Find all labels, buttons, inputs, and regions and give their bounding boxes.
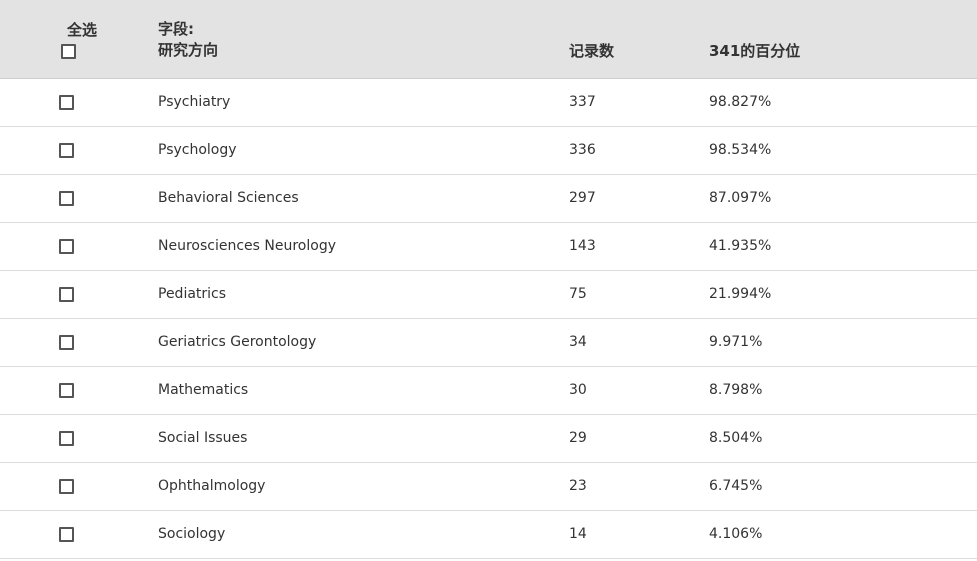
- row-percentage: 98.827%: [709, 94, 772, 110]
- row-record-count: 14: [569, 526, 587, 542]
- row-record-count: 297: [569, 190, 596, 206]
- checkbox-icon[interactable]: [59, 431, 74, 446]
- row-field-name: Pediatrics: [158, 286, 227, 302]
- row-field-name: Psychology: [158, 142, 237, 158]
- row-percentage: 8.504%: [709, 430, 763, 446]
- table-row: Ophthalmology 23 6.745%: [0, 463, 977, 511]
- row-checkbox[interactable]: [59, 191, 74, 206]
- row-field-name: Geriatrics Gerontology: [158, 334, 317, 350]
- row-field-name: Behavioral Sciences: [158, 190, 299, 206]
- table-row: Pediatrics 75 21.994%: [0, 271, 977, 319]
- row-record-count: 75: [569, 286, 587, 302]
- row-percentage: 21.994%: [709, 286, 772, 302]
- checkbox-icon[interactable]: [59, 191, 74, 206]
- checkbox-icon[interactable]: [59, 335, 74, 350]
- table-row: Social Issues 29 8.504%: [0, 415, 977, 463]
- row-record-count: 143: [569, 238, 596, 254]
- row-checkbox[interactable]: [59, 95, 74, 110]
- table-row: Mathematics 30 8.798%: [0, 367, 977, 415]
- checkbox-icon[interactable]: [59, 287, 74, 302]
- checkbox-icon[interactable]: [59, 527, 74, 542]
- row-percentage: 8.798%: [709, 382, 763, 398]
- table-row: Behavioral Sciences 297 87.097%: [0, 175, 977, 223]
- checkbox-icon[interactable]: [59, 95, 74, 110]
- row-checkbox[interactable]: [59, 383, 74, 398]
- row-field-name: Sociology: [158, 526, 226, 542]
- row-record-count: 34: [569, 334, 587, 350]
- record-count-column-header: 记录数: [569, 42, 615, 60]
- checkbox-icon[interactable]: [59, 383, 74, 398]
- row-field-name: Neurosciences Neurology: [158, 238, 336, 254]
- table-row: Sociology 14 4.106%: [0, 511, 977, 559]
- row-record-count: 23: [569, 478, 587, 494]
- row-checkbox[interactable]: [59, 287, 74, 302]
- row-field-name: Ophthalmology: [158, 478, 266, 494]
- row-field-name: Social Issues: [158, 430, 248, 446]
- checkbox-icon[interactable]: [59, 143, 74, 158]
- row-checkbox[interactable]: [59, 527, 74, 542]
- row-record-count: 336: [569, 142, 596, 158]
- row-percentage: 4.106%: [709, 526, 763, 542]
- row-percentage: 98.534%: [709, 142, 772, 158]
- row-checkbox[interactable]: [59, 239, 74, 254]
- row-percentage: 87.097%: [709, 190, 772, 206]
- row-percentage: 6.745%: [709, 478, 763, 494]
- table-header: 全选 字段: 研究方向 记录数 341的百分位: [0, 0, 977, 79]
- field-header-line2: 研究方向: [158, 41, 219, 59]
- row-record-count: 337: [569, 94, 596, 110]
- select-all-label: 全选: [67, 21, 98, 39]
- row-checkbox[interactable]: [59, 335, 74, 350]
- table-row: Psychology 336 98.534%: [0, 127, 977, 175]
- row-field-name: Psychiatry: [158, 94, 231, 110]
- row-field-name: Mathematics: [158, 382, 249, 398]
- table-body: Psychiatry 337 98.827% Psychology 336 98…: [0, 79, 977, 559]
- row-checkbox[interactable]: [59, 479, 74, 494]
- row-checkbox[interactable]: [59, 431, 74, 446]
- table-row: Geriatrics Gerontology 34 9.971%: [0, 319, 977, 367]
- select-all-checkbox[interactable]: [61, 44, 76, 59]
- percentage-column-header: 341的百分位: [709, 42, 801, 60]
- table-row: Neurosciences Neurology 143 41.935%: [0, 223, 977, 271]
- field-column-header: 字段: 研究方向: [158, 19, 218, 61]
- field-header-line1: 字段:: [158, 20, 194, 38]
- checkbox-icon[interactable]: [61, 44, 76, 59]
- row-record-count: 30: [569, 382, 587, 398]
- row-record-count: 29: [569, 430, 587, 446]
- table-row: Psychiatry 337 98.827%: [0, 79, 977, 127]
- row-percentage: 9.971%: [709, 334, 763, 350]
- checkbox-icon[interactable]: [59, 239, 74, 254]
- row-checkbox[interactable]: [59, 143, 74, 158]
- checkbox-icon[interactable]: [59, 479, 74, 494]
- row-percentage: 41.935%: [709, 238, 772, 254]
